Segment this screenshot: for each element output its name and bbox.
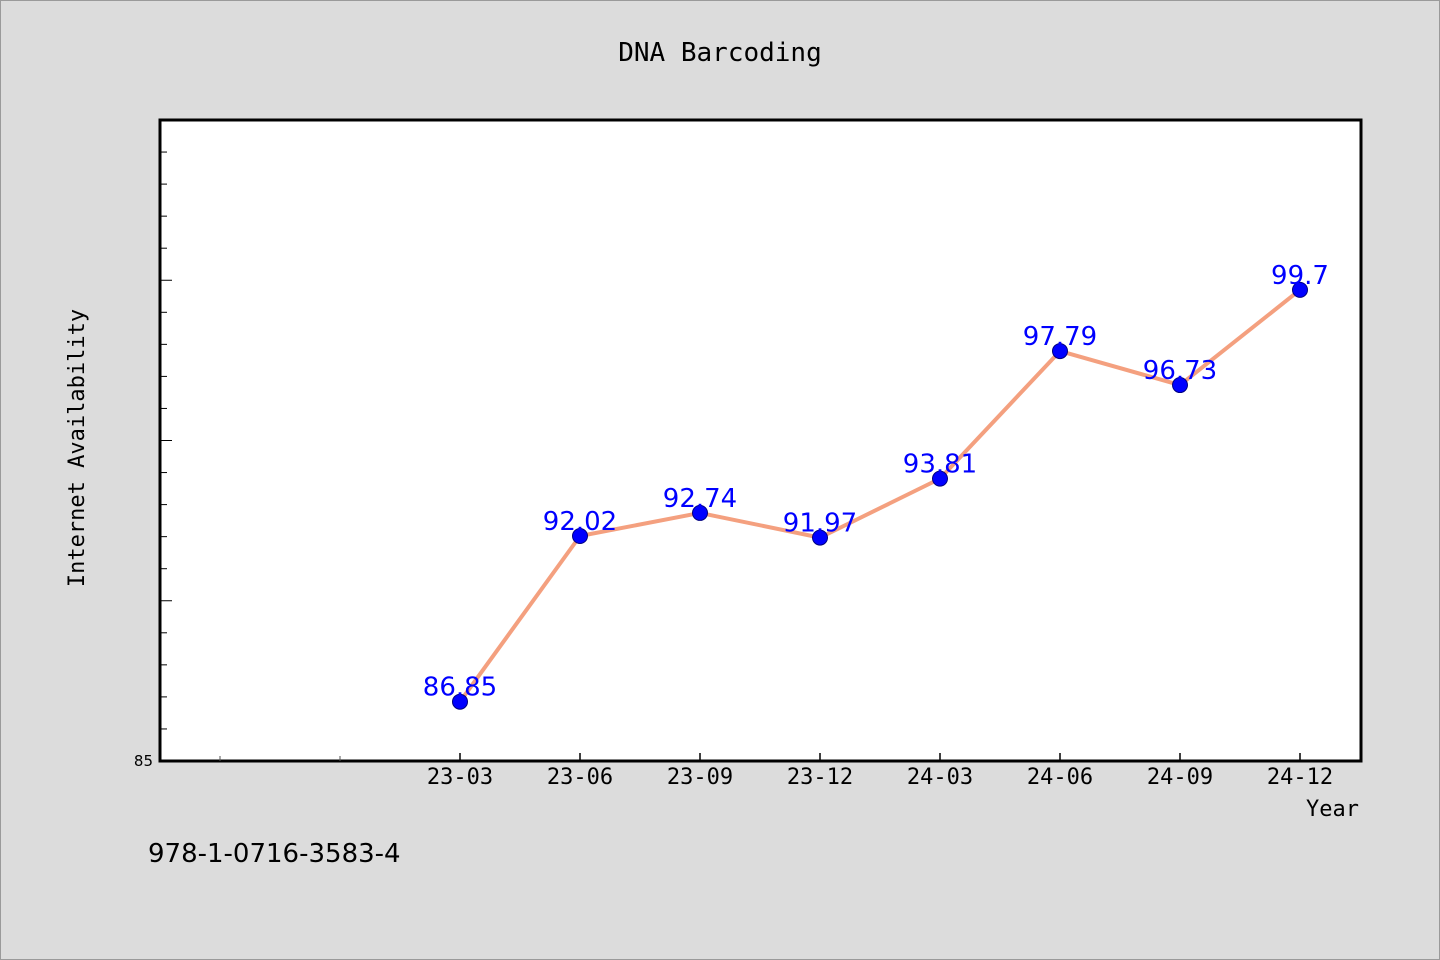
x-tick-label: 24-12 (1267, 765, 1333, 790)
x-tick-label: 24-03 (907, 765, 973, 790)
x-tick-label: 23-03 (427, 765, 493, 790)
data-label: 86.85 (423, 673, 497, 703)
data-point (1052, 343, 1068, 360)
series-line (458, 288, 1302, 703)
x-tick-label: 23-06 (547, 765, 613, 790)
chart-title: DNA Barcoding (618, 38, 822, 68)
footer-isbn: 978-1-0716-3583-4 (148, 839, 401, 869)
y-axis-ticks (160, 151, 172, 730)
plot-area (158, 118, 1363, 763)
x-tick-label: 23-09 (667, 765, 733, 790)
x-tick-label: 24-09 (1147, 765, 1213, 790)
y-min-label: 85 (134, 752, 153, 770)
x-axis-ticks: 23-03 23-06 23-09 23-12 24-03 24-06 24-09 24-12 (219, 753, 1333, 790)
data-label: 93.81 (903, 450, 977, 480)
data-label: 92.02 (543, 507, 617, 537)
data-point (1292, 281, 1308, 298)
data-label: 91.97 (783, 509, 857, 539)
data-point (452, 693, 468, 710)
data-point (812, 529, 828, 546)
x-axis-title: Year (1306, 797, 1359, 822)
data-point (1172, 377, 1188, 394)
x-tick-label: 24-06 (1027, 765, 1093, 790)
data-label: 99.7 (1271, 261, 1329, 291)
data-label: 96.73 (1143, 356, 1217, 386)
data-point (932, 470, 948, 487)
series-group: 86.85 92.02 92.74 91.97 93.81 97.79 96.73 99.7 (423, 261, 1329, 710)
data-point (572, 528, 588, 545)
data-label: 97.79 (1023, 322, 1097, 352)
y-axis-title: Internet Availability (65, 309, 90, 587)
data-label: 92.74 (663, 484, 737, 514)
data-point (692, 504, 708, 521)
x-tick-label: 23-12 (787, 765, 853, 790)
